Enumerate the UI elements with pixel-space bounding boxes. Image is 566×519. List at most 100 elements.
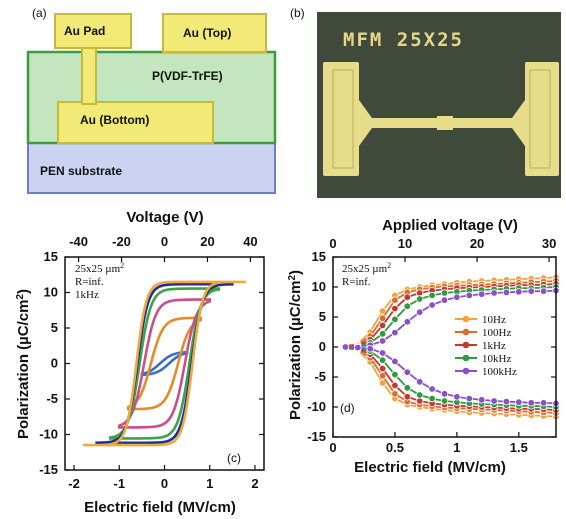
- series-line: [345, 286, 557, 348]
- pen-substrate-layer: [27, 142, 276, 194]
- hysteresis-loop: [118, 298, 211, 429]
- panel-d-left-tick-label: -15: [307, 429, 326, 444]
- panel-c-x-axis-title: Electric field (MV/cm): [84, 499, 236, 516]
- data-point: [403, 368, 411, 376]
- panel-c-left-tick-label: -15: [39, 462, 58, 477]
- micrograph-label: MFM 25X25: [343, 29, 464, 51]
- panel-c-top-tick-label: 20: [200, 234, 214, 249]
- data-point: [490, 397, 498, 405]
- panel-d-top-axis-title: Applied voltage (V): [382, 217, 518, 234]
- hysteresis-loop: [83, 280, 246, 447]
- data-point: [490, 289, 498, 297]
- panel-d-left-tick-label: -10: [307, 399, 326, 414]
- panel-d-bottom-tick-label: 1: [453, 440, 460, 455]
- data-point: [478, 290, 486, 298]
- au-via: [81, 47, 97, 105]
- data-point: [341, 343, 350, 351]
- panel-c-loops: [83, 280, 246, 447]
- au-bottom-electrode: [57, 101, 214, 144]
- panel-d-bottom-tick-label: 1.5: [510, 440, 528, 455]
- data-point: [403, 302, 411, 310]
- data-point: [453, 293, 461, 301]
- panel-d-saturation-chart: Applied voltage (V) 0 10 20 30 151050-5-10-…: [287, 217, 560, 476]
- data-point: [502, 288, 511, 297]
- data-point: [440, 296, 449, 304]
- au-pad-label: Au Pad: [64, 24, 105, 38]
- data-point: [539, 399, 548, 407]
- data-point: [403, 384, 411, 392]
- hysteresis-loop: [127, 316, 202, 411]
- panel-c-y-axis-title: Polarization (µC/cm2): [15, 289, 32, 439]
- data-point: [428, 394, 436, 403]
- legend-entry: 100kHz: [482, 366, 517, 378]
- panel-c-top-tick-label: 0: [161, 234, 168, 249]
- data-point: [391, 370, 399, 379]
- data-point: [391, 304, 399, 313]
- data-point: [378, 337, 387, 345]
- data-point: [453, 393, 461, 401]
- panel-c-top-tick-label: 40: [243, 234, 257, 249]
- data-point: [378, 364, 387, 373]
- panel-c-bottom-tick-label: 1: [206, 476, 213, 491]
- data-point: [440, 397, 449, 405]
- data-point: [403, 393, 411, 401]
- panel-c-note-resistance: R=inf.: [75, 276, 104, 288]
- panel-d-y-axis-title: Polarization (µC/cm2): [287, 270, 304, 420]
- data-point: [391, 328, 399, 337]
- legend-swatch-marker: [462, 341, 470, 349]
- au-bottom-label: Au (Bottom): [80, 113, 149, 127]
- legend-swatch-marker: [462, 328, 470, 336]
- panel-c-top-axis-title: Voltage (V): [126, 209, 203, 226]
- data-point: [391, 357, 399, 366]
- data-point: [515, 288, 523, 296]
- legend-swatch-marker: [462, 354, 470, 362]
- panel-b-letter: (b): [290, 6, 305, 20]
- panel-d-left-ticks: 15 10 5 0 -5 -10 -15: [307, 249, 326, 444]
- panel-a-cross-section: (a) PEN substrate P(VDF-TrFE) Au (Bottom…: [26, 6, 277, 194]
- panel-c-left-tick-label: 10: [44, 285, 58, 300]
- panel-d-left-tick-label: 0: [319, 339, 326, 354]
- panel-d-top-ticks: 0 10 20 30: [329, 236, 556, 251]
- panel-c-left-ticks: 15 10 5 0 -5 -10 -15: [39, 249, 58, 477]
- panel-c-note-area: 25x25 µm2: [75, 261, 124, 275]
- legend-entry: 1kHz: [482, 340, 506, 352]
- data-point: [527, 287, 535, 295]
- panel-d-top-tick-label: 0: [329, 236, 336, 251]
- data-point: [502, 397, 511, 406]
- data-point: [391, 381, 399, 390]
- panel-c-bottom-tick-label: -1: [113, 476, 125, 491]
- panel-d-tick-marks: [332, 256, 556, 438]
- data-point: [378, 372, 387, 380]
- capacitor-cell: [437, 116, 453, 130]
- data-point: [391, 296, 399, 304]
- data-point: [378, 330, 387, 338]
- panel-d-left-tick-label: 10: [312, 279, 326, 294]
- au-top-electrode: [162, 13, 267, 53]
- panel-d-bottom-tick-label: 0: [329, 440, 336, 455]
- legend-entry: 10kHz: [482, 353, 511, 365]
- panel-c-left-tick-label: 0: [51, 356, 58, 371]
- panel-b-micrograph: (b) MFM 25X25: [290, 6, 561, 198]
- legend-entry: 100Hz: [482, 327, 511, 339]
- panel-c-bottom-tick-label: 2: [251, 476, 258, 491]
- panel-d-note-area: 25x25 µm2: [342, 261, 391, 275]
- data-point: [378, 321, 387, 330]
- data-point: [465, 291, 473, 300]
- panel-d-bottom-ticks: 0 0.5 1 1.5: [329, 440, 527, 455]
- panel-c-left-tick-label: 15: [44, 249, 58, 264]
- data-point: [378, 379, 387, 387]
- data-point: [416, 378, 424, 386]
- au-pad-electrode: [54, 13, 132, 49]
- data-point: [440, 390, 449, 398]
- series-line: [345, 346, 557, 408]
- pvdf-label: P(VDF-TrFE): [152, 69, 223, 83]
- data-point: [416, 391, 424, 399]
- legend-swatch-marker: [462, 367, 470, 375]
- panel-c-letter: (c): [227, 451, 241, 465]
- panel-d-x-axis-title: Electric field (MV/cm): [354, 459, 506, 476]
- data-point: [391, 315, 399, 324]
- legend-swatch-marker: [462, 315, 470, 323]
